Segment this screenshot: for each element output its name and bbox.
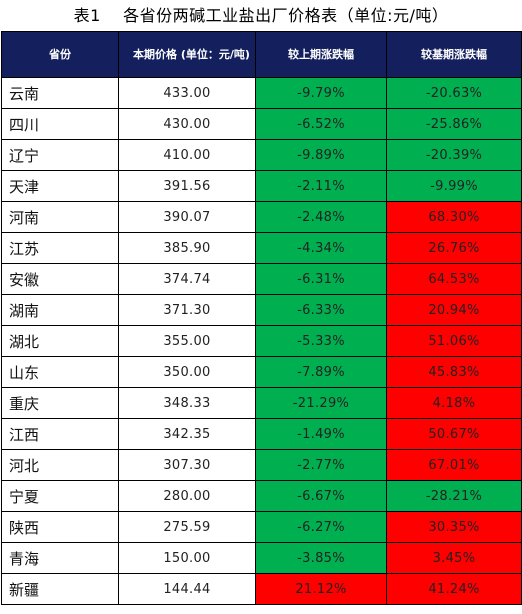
province-cell: 安徽: [1, 263, 119, 295]
vs-previous-cell: -3.85%: [255, 542, 387, 574]
table-row: 四川 430.00 -6.52% -25.86%: [1, 108, 522, 140]
price-cell: 342.35: [118, 418, 256, 450]
vs-base-cell: 45.83%: [386, 356, 522, 388]
table-row: 河南 390.07 -2.48% 68.30%: [1, 201, 522, 233]
price-cell: 410.00: [118, 139, 256, 171]
price-table: 省份 本期价格 (单位：元/吨) 较上期涨跌幅 较基期涨跌幅 云南 433.00-…: [1, 31, 522, 605]
table-row: 江苏 385.90 -4.34% 26.76%: [1, 232, 522, 264]
province-cell: 四川: [1, 108, 119, 140]
vs-previous-cell: -9.79%: [255, 77, 387, 109]
vs-previous-cell: -6.33%: [255, 294, 387, 326]
vs-previous-cell: -2.48%: [255, 201, 387, 233]
vs-previous-cell: -6.31%: [255, 263, 387, 295]
table-row: 安徽 374.74 -6.31% 64.53%: [1, 263, 522, 295]
vs-previous-cell: -21.29%: [255, 387, 387, 419]
price-cell: 144.44: [118, 573, 256, 605]
vs-base-cell: 41.24%: [386, 573, 522, 605]
vs-base-cell: 20.94%: [386, 294, 522, 326]
vs-base-cell: -28.21%: [386, 480, 522, 512]
price-cell: 275.59: [118, 511, 256, 543]
province-cell: 云南: [1, 77, 119, 109]
table-row: 江西 342.35 -1.49% 50.67%: [1, 418, 522, 450]
province-cell: 江苏: [1, 232, 119, 264]
vs-previous-cell: -6.27%: [255, 511, 387, 543]
vs-base-cell: 51.06%: [386, 325, 522, 357]
price-cell: 433.00: [118, 77, 256, 109]
vs-base-cell: -9.99%: [386, 170, 522, 202]
province-cell: 河南: [1, 201, 119, 233]
table-row: 宁夏 280.00 -6.67% -28.21%: [1, 480, 522, 512]
province-cell: 宁夏: [1, 480, 119, 512]
province-cell: 青海: [1, 542, 119, 574]
vs-base-cell: 3.45%: [386, 542, 522, 574]
price-cell: 280.00: [118, 480, 256, 512]
vs-previous-cell: -6.67%: [255, 480, 387, 512]
table-row: 山东 350.00 -7.89% 45.83%: [1, 356, 522, 388]
table-row: 天津 391.56 -2.11% -9.99%: [1, 170, 522, 202]
vs-base-cell: 50.67%: [386, 418, 522, 450]
province-cell: 天津: [1, 170, 119, 202]
header-vs-previous: 较上期涨跌幅: [255, 31, 387, 78]
vs-base-cell: 64.53%: [386, 263, 522, 295]
table-row: 云南 433.00 -9.79% -20.63%: [1, 77, 522, 109]
province-cell: 重庆: [1, 387, 119, 419]
price-cell: 350.00: [118, 356, 256, 388]
price-cell: 371.30: [118, 294, 256, 326]
vs-previous-cell: -9.89%: [255, 139, 387, 171]
vs-previous-cell: 21.12%: [255, 573, 387, 605]
price-cell: 374.74: [118, 263, 256, 295]
price-cell: 355.00: [118, 325, 256, 357]
vs-previous-cell: -2.77%: [255, 449, 387, 481]
price-cell: 390.07: [118, 201, 256, 233]
vs-base-cell: 4.18%: [386, 387, 522, 419]
vs-base-cell: -25.86%: [386, 108, 522, 140]
vs-previous-cell: -2.11%: [255, 170, 387, 202]
header-province: 省份: [1, 31, 119, 78]
price-cell: 391.56: [118, 170, 256, 202]
table-row: 陕西 275.59 -6.27% 30.35%: [1, 511, 522, 543]
price-cell: 150.00: [118, 542, 256, 574]
vs-base-cell: 30.35%: [386, 511, 522, 543]
province-cell: 河北: [1, 449, 119, 481]
table-title: 表1 各省份两碱工业盐出厂价格表（单位:元/吨）: [73, 6, 449, 25]
header-price: 本期价格 (单位：元/吨): [118, 31, 256, 78]
table-row: 湖南 371.30 -6.33% 20.94%: [1, 294, 522, 326]
table-row: 重庆 348.33 -21.29% 4.18%: [1, 387, 522, 419]
province-cell: 湖北: [1, 325, 119, 357]
vs-previous-cell: -7.89%: [255, 356, 387, 388]
vs-base-cell: -20.39%: [386, 139, 522, 171]
province-cell: 新疆: [1, 573, 119, 605]
price-cell: 385.90: [118, 232, 256, 264]
price-cell: 430.00: [118, 108, 256, 140]
vs-base-cell: 67.01%: [386, 449, 522, 481]
header-vs-base: 较基期涨跌幅: [386, 31, 522, 78]
table-row: 湖北 355.00 -5.33% 51.06%: [1, 325, 522, 357]
price-cell: 348.33: [118, 387, 256, 419]
vs-base-cell: 68.30%: [386, 201, 522, 233]
vs-previous-cell: -1.49%: [255, 418, 387, 450]
price-cell: 307.30: [118, 449, 256, 481]
province-cell: 辽宁: [1, 139, 119, 171]
header-row: 省份 本期价格 (单位：元/吨) 较上期涨跌幅 较基期涨跌幅: [1, 31, 522, 78]
table-row: 新疆 144.44 21.12% 41.24%: [1, 573, 522, 605]
table-row: 青海 150.00 -3.85% 3.45%: [1, 542, 522, 574]
province-cell: 江西: [1, 418, 119, 450]
vs-base-cell: -20.63%: [386, 77, 522, 109]
vs-previous-cell: -6.52%: [255, 108, 387, 140]
province-cell: 山东: [1, 356, 119, 388]
vs-previous-cell: -5.33%: [255, 325, 387, 357]
province-cell: 陕西: [1, 511, 119, 543]
table-row: 辽宁 410.00 -9.89% -20.39%: [1, 139, 522, 171]
table-body: 云南 433.00 -9.79% -20.63% 四川 430.00 -6.52% -25.8…: [1, 77, 522, 605]
table-row: 河北 307.30 -2.77% 67.01%: [1, 449, 522, 481]
province-cell: 湖南: [1, 294, 119, 326]
vs-previous-cell: -4.34%: [255, 232, 387, 264]
vs-base-cell: 26.76%: [386, 232, 522, 264]
